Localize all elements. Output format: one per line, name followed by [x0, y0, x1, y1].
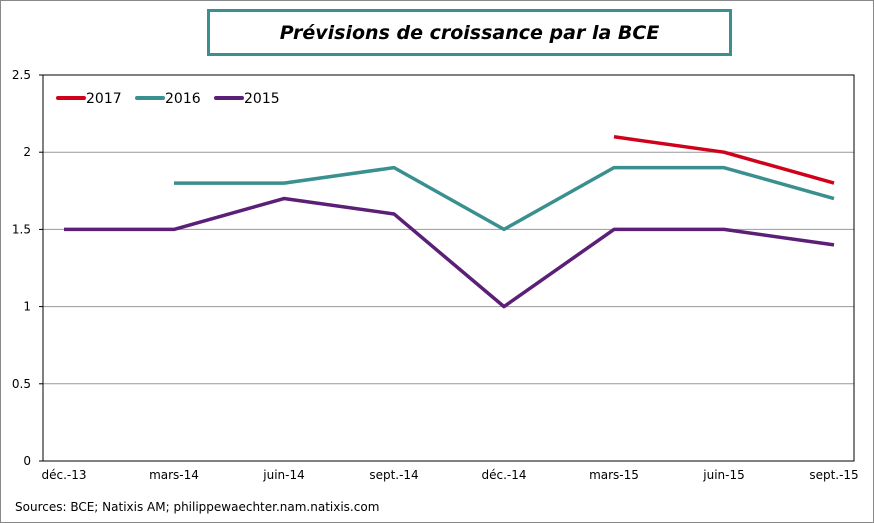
- series-line-2017: [613, 135, 835, 185]
- x-tick-label: sept.-15: [809, 468, 858, 482]
- x-tick-label: juin-15: [702, 468, 744, 482]
- legend-label-2015: 2015: [244, 91, 280, 107]
- x-tick-label: juin-14: [262, 468, 304, 482]
- series-line-2016: [174, 165, 835, 232]
- source-note: Sources: BCE; Natixis AM; philippewaecht…: [15, 500, 380, 514]
- x-tick-label: mars-15: [589, 468, 639, 482]
- y-tick-label: 1.5: [12, 222, 31, 236]
- y-tick-label: 1: [23, 300, 31, 314]
- y-tick-label: 0.5: [12, 377, 31, 391]
- x-tick-label: sept.-14: [369, 468, 418, 482]
- legend-label-2016: 2016: [165, 91, 201, 107]
- chart-title: Prévisions de croissance par la BCE: [207, 9, 732, 56]
- plot-area: [42, 74, 855, 462]
- x-tick-label: déc.-14: [481, 468, 526, 482]
- y-tick-label: 2: [23, 145, 31, 159]
- x-tick-label: déc.-13: [41, 468, 86, 482]
- y-tick-label: 2.5: [12, 68, 31, 82]
- series-line-2015: [64, 196, 835, 309]
- legend-label-2017: 2017: [86, 91, 122, 107]
- x-tick-label: mars-14: [149, 468, 199, 482]
- y-tick-label: 0: [23, 454, 31, 468]
